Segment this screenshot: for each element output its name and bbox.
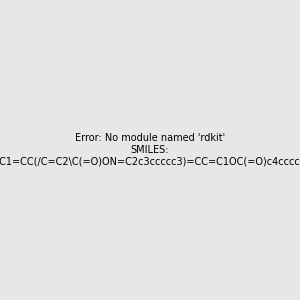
Text: Error: No module named 'rdkit'
SMILES:
CCOC1=CC(/C=C2\C(=O)ON=C2c3ccccc3)=CC=C1O: Error: No module named 'rdkit' SMILES: C… (0, 134, 300, 166)
